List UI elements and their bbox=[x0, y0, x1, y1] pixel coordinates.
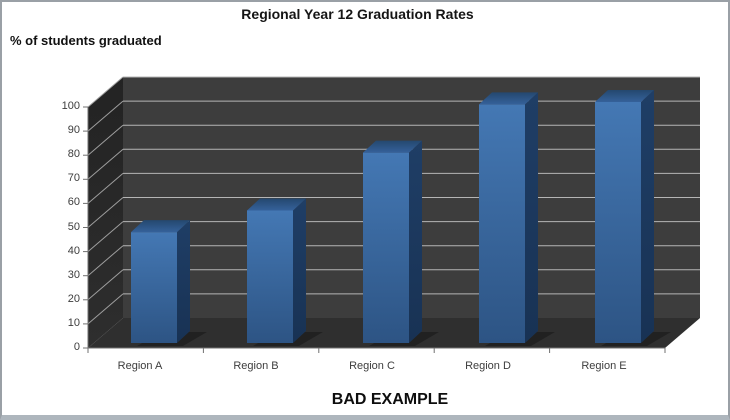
gridline-left-100 bbox=[87, 76, 124, 108]
y-tick-label-40: 40 bbox=[67, 244, 80, 257]
gridline-left-50 bbox=[87, 197, 124, 228]
gridline-left-20 bbox=[87, 269, 124, 301]
x-category-label-region-e: Region E bbox=[581, 360, 627, 372]
bar-top-Region C bbox=[363, 140, 422, 153]
y-axis-title: % of students graduated bbox=[10, 33, 162, 48]
x-category-label-region-a: Region A bbox=[117, 360, 163, 372]
bar-side-Region C bbox=[409, 140, 422, 343]
gridline-left-60 bbox=[87, 173, 124, 204]
bar-side-Region B bbox=[293, 198, 306, 343]
chart-title: Regional Year 12 Graduation Rates bbox=[241, 6, 474, 22]
x-category-label-region-c: Region C bbox=[349, 360, 395, 372]
y-tick-label-90: 90 bbox=[67, 124, 80, 137]
bar-side-Region D bbox=[525, 92, 538, 343]
bar-top-Region E bbox=[595, 90, 654, 102]
bar-side-Region A bbox=[177, 220, 190, 343]
y-tick-label-60: 60 bbox=[67, 196, 80, 209]
gridline-left-90 bbox=[87, 100, 124, 132]
bar-front-Region C bbox=[363, 152, 409, 343]
y-tick-label-30: 30 bbox=[67, 268, 80, 281]
x-category-label-region-b: Region B bbox=[233, 360, 279, 372]
gridline-left-70 bbox=[87, 148, 124, 180]
caption-bad-example: BAD EXAMPLE bbox=[331, 391, 449, 408]
gridline-left-40 bbox=[87, 221, 124, 252]
bar-front-Region D bbox=[479, 104, 525, 343]
y-tick-label-80: 80 bbox=[67, 148, 80, 161]
y-tick-label-100: 100 bbox=[61, 100, 80, 112]
x-category-label-region-d: Region D bbox=[465, 360, 511, 372]
bar-top-Region A bbox=[131, 220, 190, 233]
bar-top-Region D bbox=[479, 92, 538, 105]
bar-side-Region E bbox=[641, 90, 654, 343]
bar-front-Region E bbox=[595, 102, 641, 343]
gridline-left-80 bbox=[87, 124, 124, 156]
gridline-left-30 bbox=[87, 245, 124, 277]
y-tick-label-10: 10 bbox=[67, 316, 80, 329]
y-tick-label-20: 20 bbox=[67, 292, 80, 305]
gridline-left-10 bbox=[87, 293, 124, 325]
y-tick-label-50: 50 bbox=[67, 220, 80, 233]
y-tick-label-70: 70 bbox=[67, 172, 80, 185]
y-tick-label-0: 0 bbox=[73, 341, 80, 353]
bar-top-Region B bbox=[247, 198, 306, 211]
bar-front-Region B bbox=[247, 210, 293, 343]
bar-front-Region A bbox=[131, 232, 177, 343]
